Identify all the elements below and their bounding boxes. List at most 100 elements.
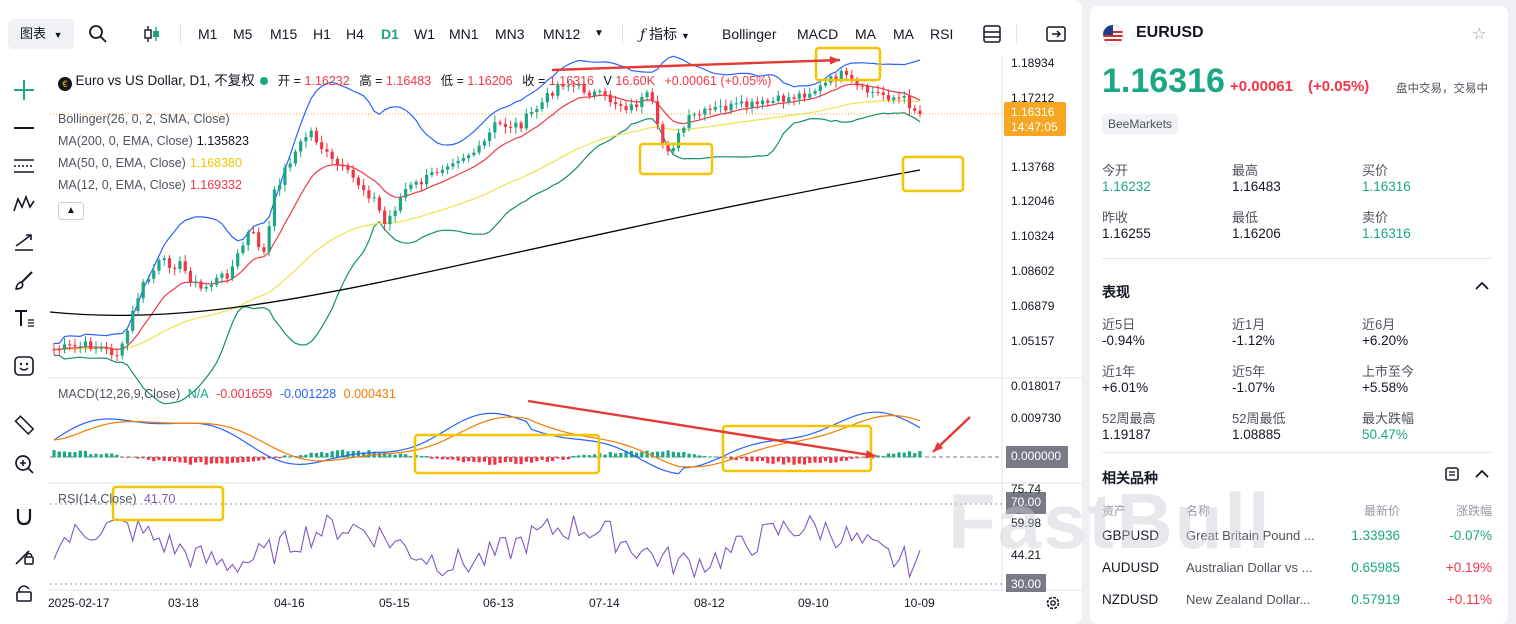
ruler-icon[interactable] bbox=[8, 408, 40, 440]
candle bbox=[860, 83, 864, 91]
indicator-macd-1[interactable]: MACD bbox=[797, 26, 839, 42]
candle bbox=[572, 80, 576, 93]
candle bbox=[587, 89, 591, 100]
timeframe-mn12[interactable]: MN12 bbox=[543, 26, 581, 42]
ma50-value: 1.168380 bbox=[189, 156, 242, 170]
list-view-icon[interactable] bbox=[1444, 466, 1460, 485]
bollinger-upper-band bbox=[54, 55, 921, 344]
favorite-star-icon[interactable]: ☆ bbox=[1472, 26, 1487, 43]
collapse-related-icon[interactable] bbox=[1474, 466, 1490, 485]
candle bbox=[645, 89, 649, 102]
collapse-legend-button[interactable]: ▲ bbox=[58, 202, 84, 220]
candle bbox=[886, 89, 891, 103]
broker-badge[interactable]: BeeMarkets bbox=[1102, 114, 1179, 134]
candle bbox=[372, 192, 376, 203]
drawing-toolbar bbox=[0, 68, 48, 624]
magnet-icon[interactable] bbox=[8, 500, 40, 532]
rsi-tick-label: 70.00 bbox=[1011, 495, 1042, 509]
indicator-ma-3[interactable]: MA bbox=[893, 26, 914, 42]
quote-label: 买价 bbox=[1362, 163, 1389, 178]
candle bbox=[739, 95, 744, 108]
macd-bar bbox=[440, 457, 444, 460]
unlock-icon[interactable] bbox=[8, 580, 40, 604]
candle bbox=[141, 279, 145, 303]
candle bbox=[383, 206, 387, 231]
indicator-bollinger-0[interactable]: Bollinger bbox=[722, 26, 777, 42]
candle bbox=[146, 275, 151, 285]
candle bbox=[246, 229, 250, 251]
related-header: 最新价 bbox=[1363, 504, 1400, 518]
quote-value: 1.16206 bbox=[1232, 226, 1281, 241]
layout-icon[interactable] bbox=[976, 18, 1008, 50]
candlestick-icon[interactable] bbox=[136, 18, 168, 50]
macd-bar bbox=[619, 453, 623, 458]
related-row[interactable]: NZDUSD New Zealand Dollar... 0.57919 +0.11% bbox=[1090, 586, 1508, 616]
candle bbox=[241, 241, 245, 256]
macd-legend[interactable]: MACD(12,26,9,Close) N/A -0.001659 -0.001… bbox=[58, 387, 400, 401]
timeframe-h4[interactable]: H4 bbox=[346, 26, 364, 42]
price-tick-label: 1.06879 bbox=[1011, 299, 1055, 313]
settings-icon[interactable] bbox=[1044, 594, 1062, 612]
candle bbox=[477, 140, 481, 156]
candle bbox=[913, 105, 917, 114]
brush-icon[interactable] bbox=[8, 264, 40, 296]
rsi-legend[interactable]: RSI(14,Close) 41.70 bbox=[58, 492, 179, 506]
performance-label: 上市至今 bbox=[1362, 364, 1415, 379]
horizontal-line-icon[interactable] bbox=[8, 112, 40, 144]
timeframe-d1[interactable]: D1 bbox=[381, 26, 399, 42]
zoom-in-icon[interactable] bbox=[8, 448, 40, 480]
ma200-legend[interactable]: MA(200, 0, EMA, Close) 1.135823 bbox=[58, 134, 253, 148]
candle bbox=[325, 143, 329, 158]
search-icon[interactable] bbox=[82, 18, 114, 50]
candle bbox=[482, 138, 486, 150]
candle bbox=[535, 105, 539, 119]
timeframe-mn3[interactable]: MN3 bbox=[495, 26, 525, 42]
indicators-button[interactable]: ƒ 指标 ▼ bbox=[640, 20, 690, 48]
performance-value: -1.07% bbox=[1232, 380, 1275, 395]
text-icon[interactable] bbox=[8, 302, 40, 334]
macd-bar bbox=[204, 457, 208, 465]
crosshair-icon[interactable] bbox=[8, 74, 40, 106]
indicator-rsi-4[interactable]: RSI bbox=[930, 26, 954, 42]
timeframe-h1[interactable]: H1 bbox=[313, 26, 331, 42]
trend-arrow-icon[interactable] bbox=[8, 226, 40, 258]
chart-canvas[interactable] bbox=[0, 0, 1082, 624]
rsi-tick-label: 59.98 bbox=[1011, 516, 1042, 530]
related-row[interactable]: AUDUSD Australian Dollar vs ... 0.65985 +0.… bbox=[1090, 554, 1508, 584]
macd-bar bbox=[545, 457, 549, 462]
quote-value: 1.16316 bbox=[1362, 179, 1411, 194]
pattern-icon[interactable] bbox=[8, 188, 40, 220]
timeframe-mn1[interactable]: MN1 bbox=[449, 26, 479, 42]
emoji-icon[interactable] bbox=[8, 350, 40, 382]
macd-bar bbox=[383, 452, 387, 458]
performance-value: +6.01% bbox=[1102, 380, 1149, 395]
timeframe-m5[interactable]: M5 bbox=[233, 26, 253, 42]
ma50-legend[interactable]: MA(50, 0, EMA, Close) 1.168380 bbox=[58, 156, 246, 170]
indicator-ma-2[interactable]: MA bbox=[855, 26, 876, 42]
chevron-down-icon[interactable]: ▼ bbox=[594, 28, 604, 39]
current-price-tag bbox=[1004, 102, 1066, 136]
macd-bar bbox=[110, 453, 114, 458]
macd-bar bbox=[241, 457, 245, 463]
performance-label: 近1年 bbox=[1102, 364, 1136, 379]
related-row[interactable]: GBPUSD Great Britain Pound ... 1.33936 -0.0… bbox=[1090, 522, 1508, 552]
related-price: 0.57919 bbox=[1351, 592, 1400, 607]
lock-drawing-icon[interactable] bbox=[8, 540, 40, 572]
candle bbox=[167, 254, 172, 274]
candle bbox=[640, 92, 644, 114]
candle bbox=[682, 125, 686, 137]
candle bbox=[551, 90, 555, 100]
macd-bar bbox=[362, 452, 366, 458]
bollinger-legend[interactable]: Bollinger(26, 0, 2, SMA, Close) bbox=[58, 112, 234, 126]
macd-bar bbox=[781, 457, 786, 465]
timeframe-m15[interactable]: M15 bbox=[270, 26, 298, 42]
timeframe-w1[interactable]: W1 bbox=[414, 26, 435, 42]
timeframe-m1[interactable]: M1 bbox=[198, 26, 218, 42]
candle bbox=[676, 128, 681, 152]
macd-bar bbox=[94, 453, 98, 458]
ma12-legend[interactable]: MA(12, 0, EMA, Close) 1.169332 bbox=[58, 178, 246, 192]
collapse-panel-icon[interactable] bbox=[1040, 18, 1072, 50]
collapse-performance-icon[interactable] bbox=[1474, 278, 1490, 297]
chart-type-select[interactable]: 图表 ▼ bbox=[8, 19, 74, 49]
parallel-lines-icon[interactable] bbox=[8, 150, 40, 182]
